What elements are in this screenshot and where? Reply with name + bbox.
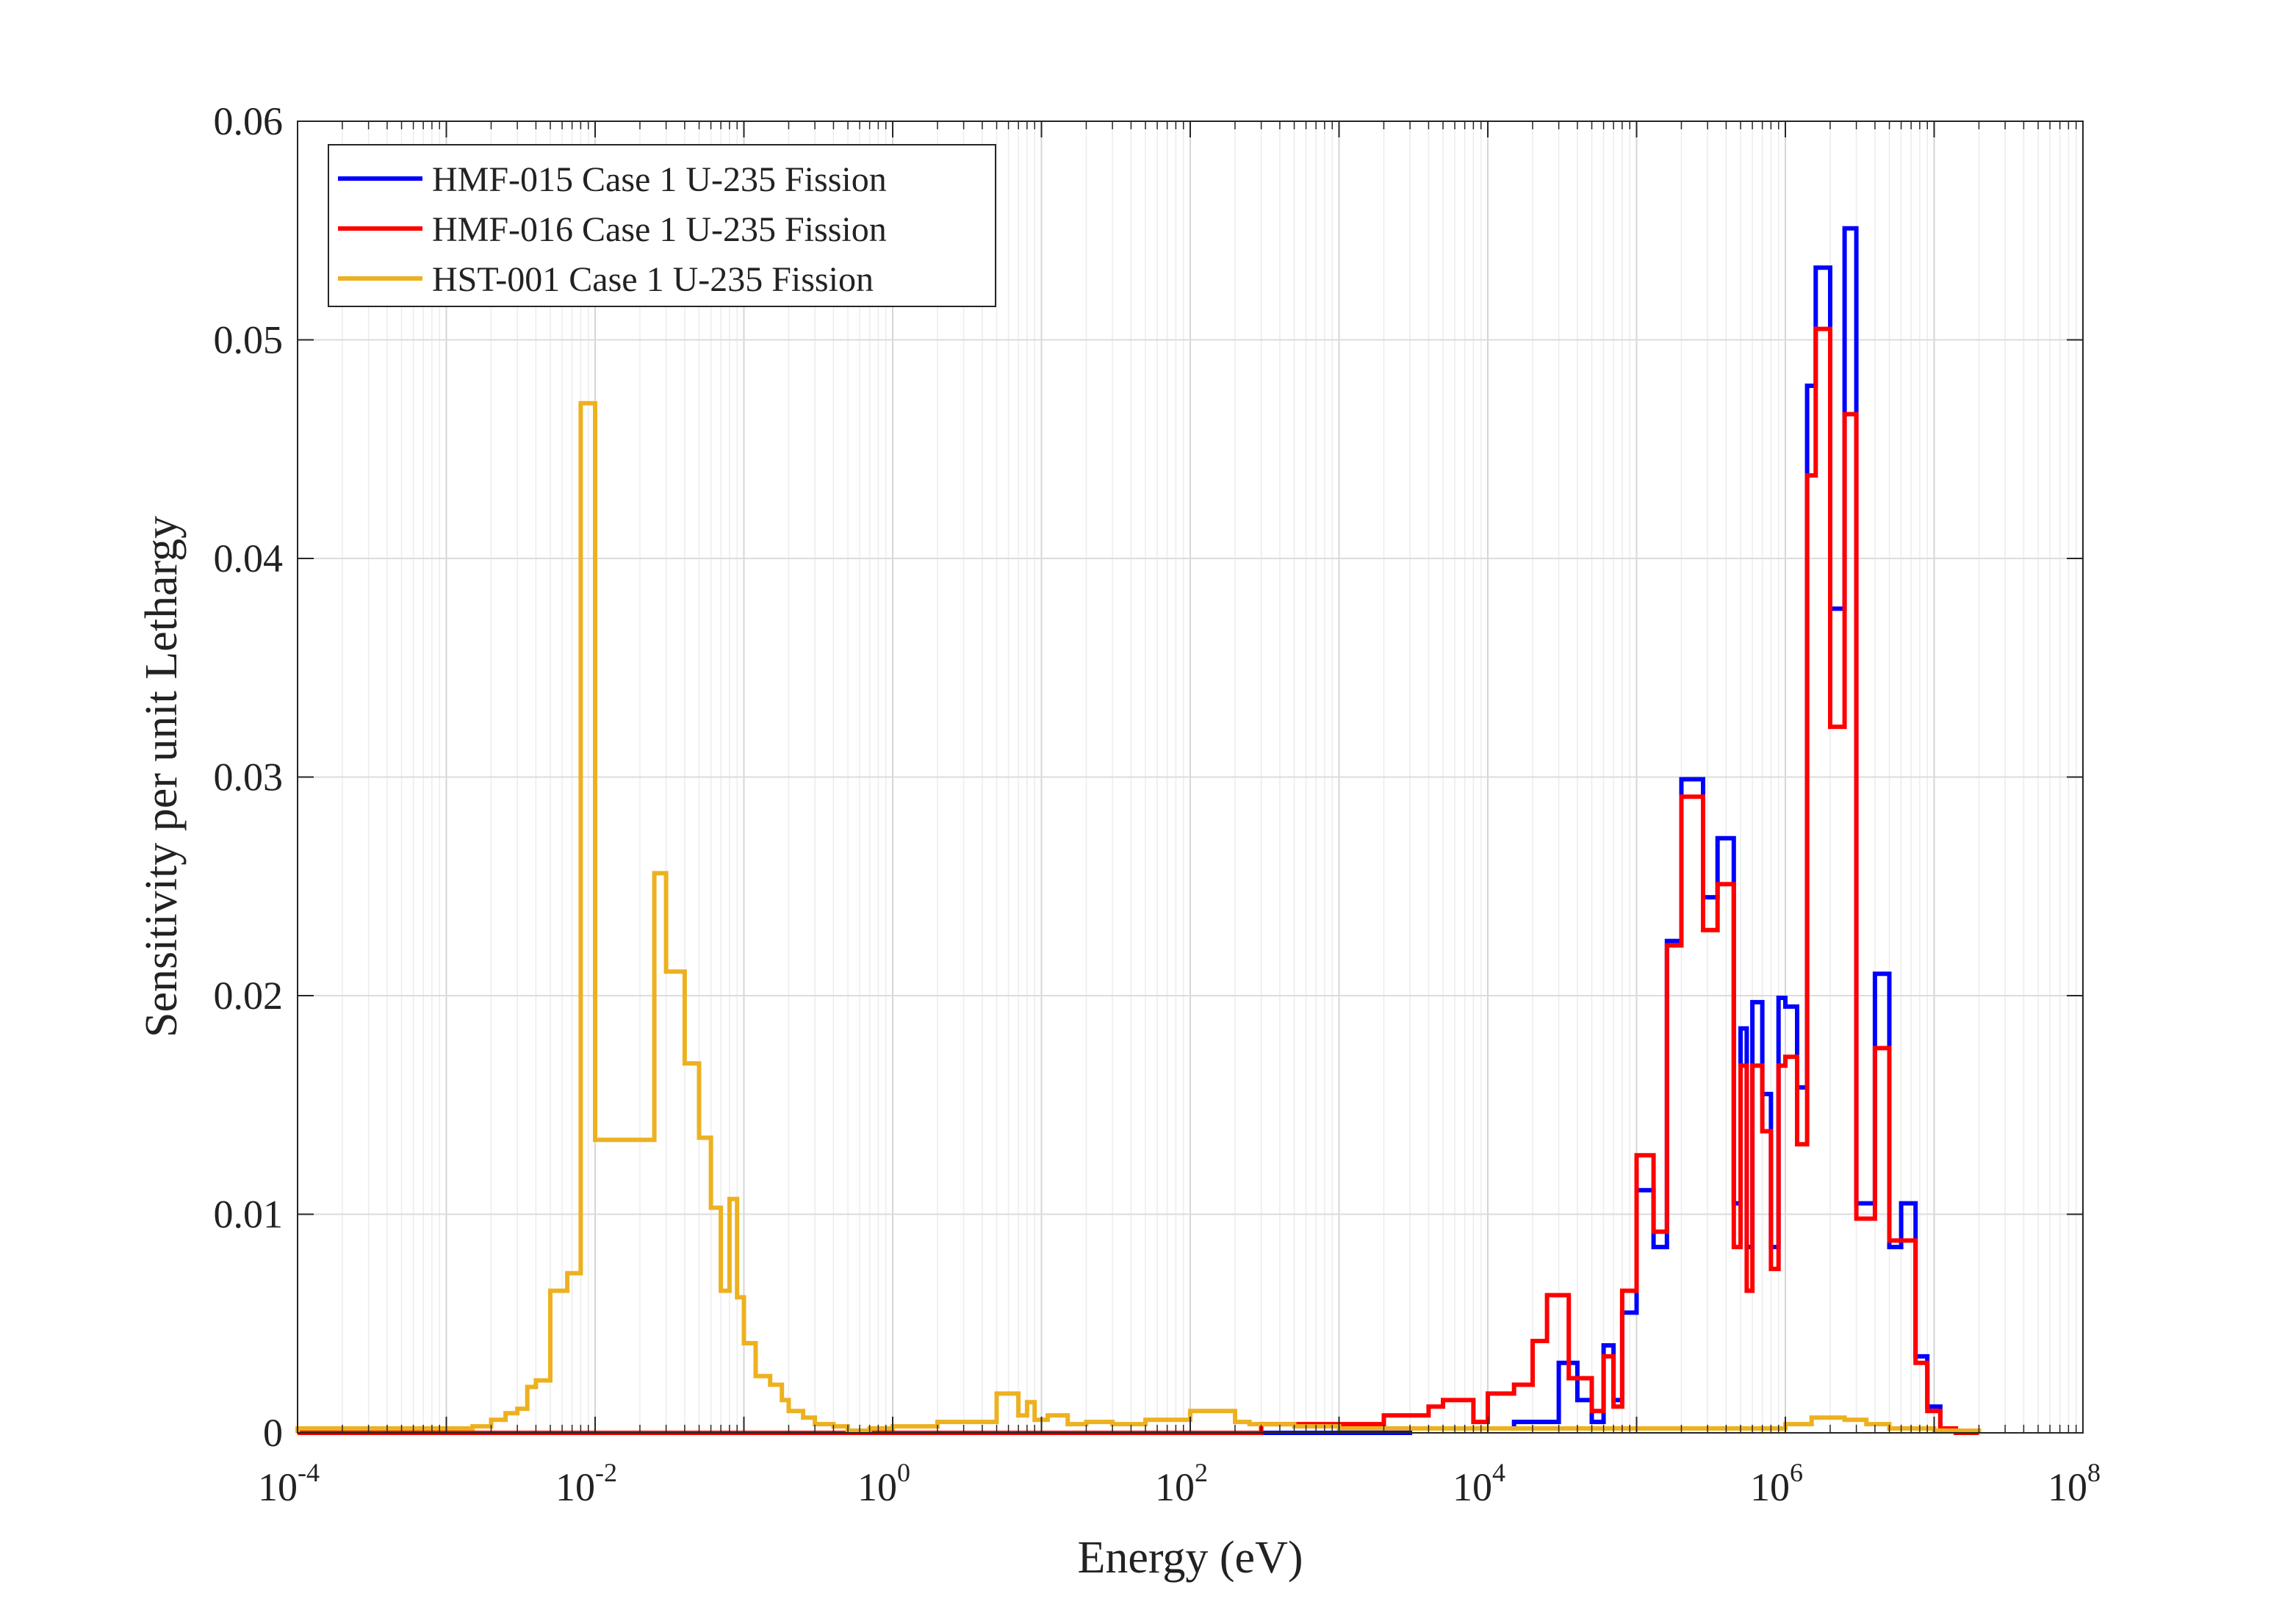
- legend-label-2: HMF-016 Case 1 U-235 Fission: [432, 210, 887, 249]
- grid: [297, 121, 2083, 1434]
- x-tick-label: 102: [1155, 1458, 1208, 1509]
- legend-entries: HMF-015 Case 1 U-235 Fission HMF-016 Case…: [338, 160, 887, 299]
- y-axis-label: Sensitivity per unit Lethargy: [137, 516, 187, 1038]
- x-tick-label: 104: [1453, 1458, 1505, 1509]
- y-tick-label: 0.04: [214, 536, 284, 580]
- x-tick-label: 100: [857, 1458, 910, 1509]
- y-tick-label: 0.01: [214, 1193, 284, 1237]
- x-tick-label: 106: [1750, 1458, 1803, 1509]
- x-axis-label: Energy (eV): [1077, 1533, 1303, 1583]
- y-tick-label: 0.06: [214, 99, 284, 143]
- y-tick-label: 0: [263, 1411, 283, 1455]
- legend-label-1: HMF-015 Case 1 U-235 Fission: [432, 160, 887, 199]
- series-line-2: [298, 326, 1979, 1435]
- y-tick-labels: 0 0.01 0.02 0.03 0.04 0.05 0.06: [214, 99, 284, 1455]
- x-tick-labels: 10-4 10-2 100 102 104 106 108: [258, 1458, 2101, 1509]
- x-tick-label: 108: [2048, 1458, 2101, 1509]
- y-tick-label: 0.05: [214, 318, 284, 362]
- y-tick-label: 0.03: [214, 755, 284, 799]
- legend-box: [328, 144, 996, 307]
- legend: HMF-015 Case 1 U-235 Fission HMF-016 Case…: [328, 144, 996, 307]
- x-tick-label: 10-2: [555, 1458, 617, 1509]
- ticks: [297, 121, 2084, 1434]
- legend-label-3: HST-001 Case 1 U-235 Fission: [432, 260, 874, 299]
- y-tick-label: 0.02: [214, 974, 284, 1018]
- x-tick-label: 10-4: [258, 1458, 320, 1509]
